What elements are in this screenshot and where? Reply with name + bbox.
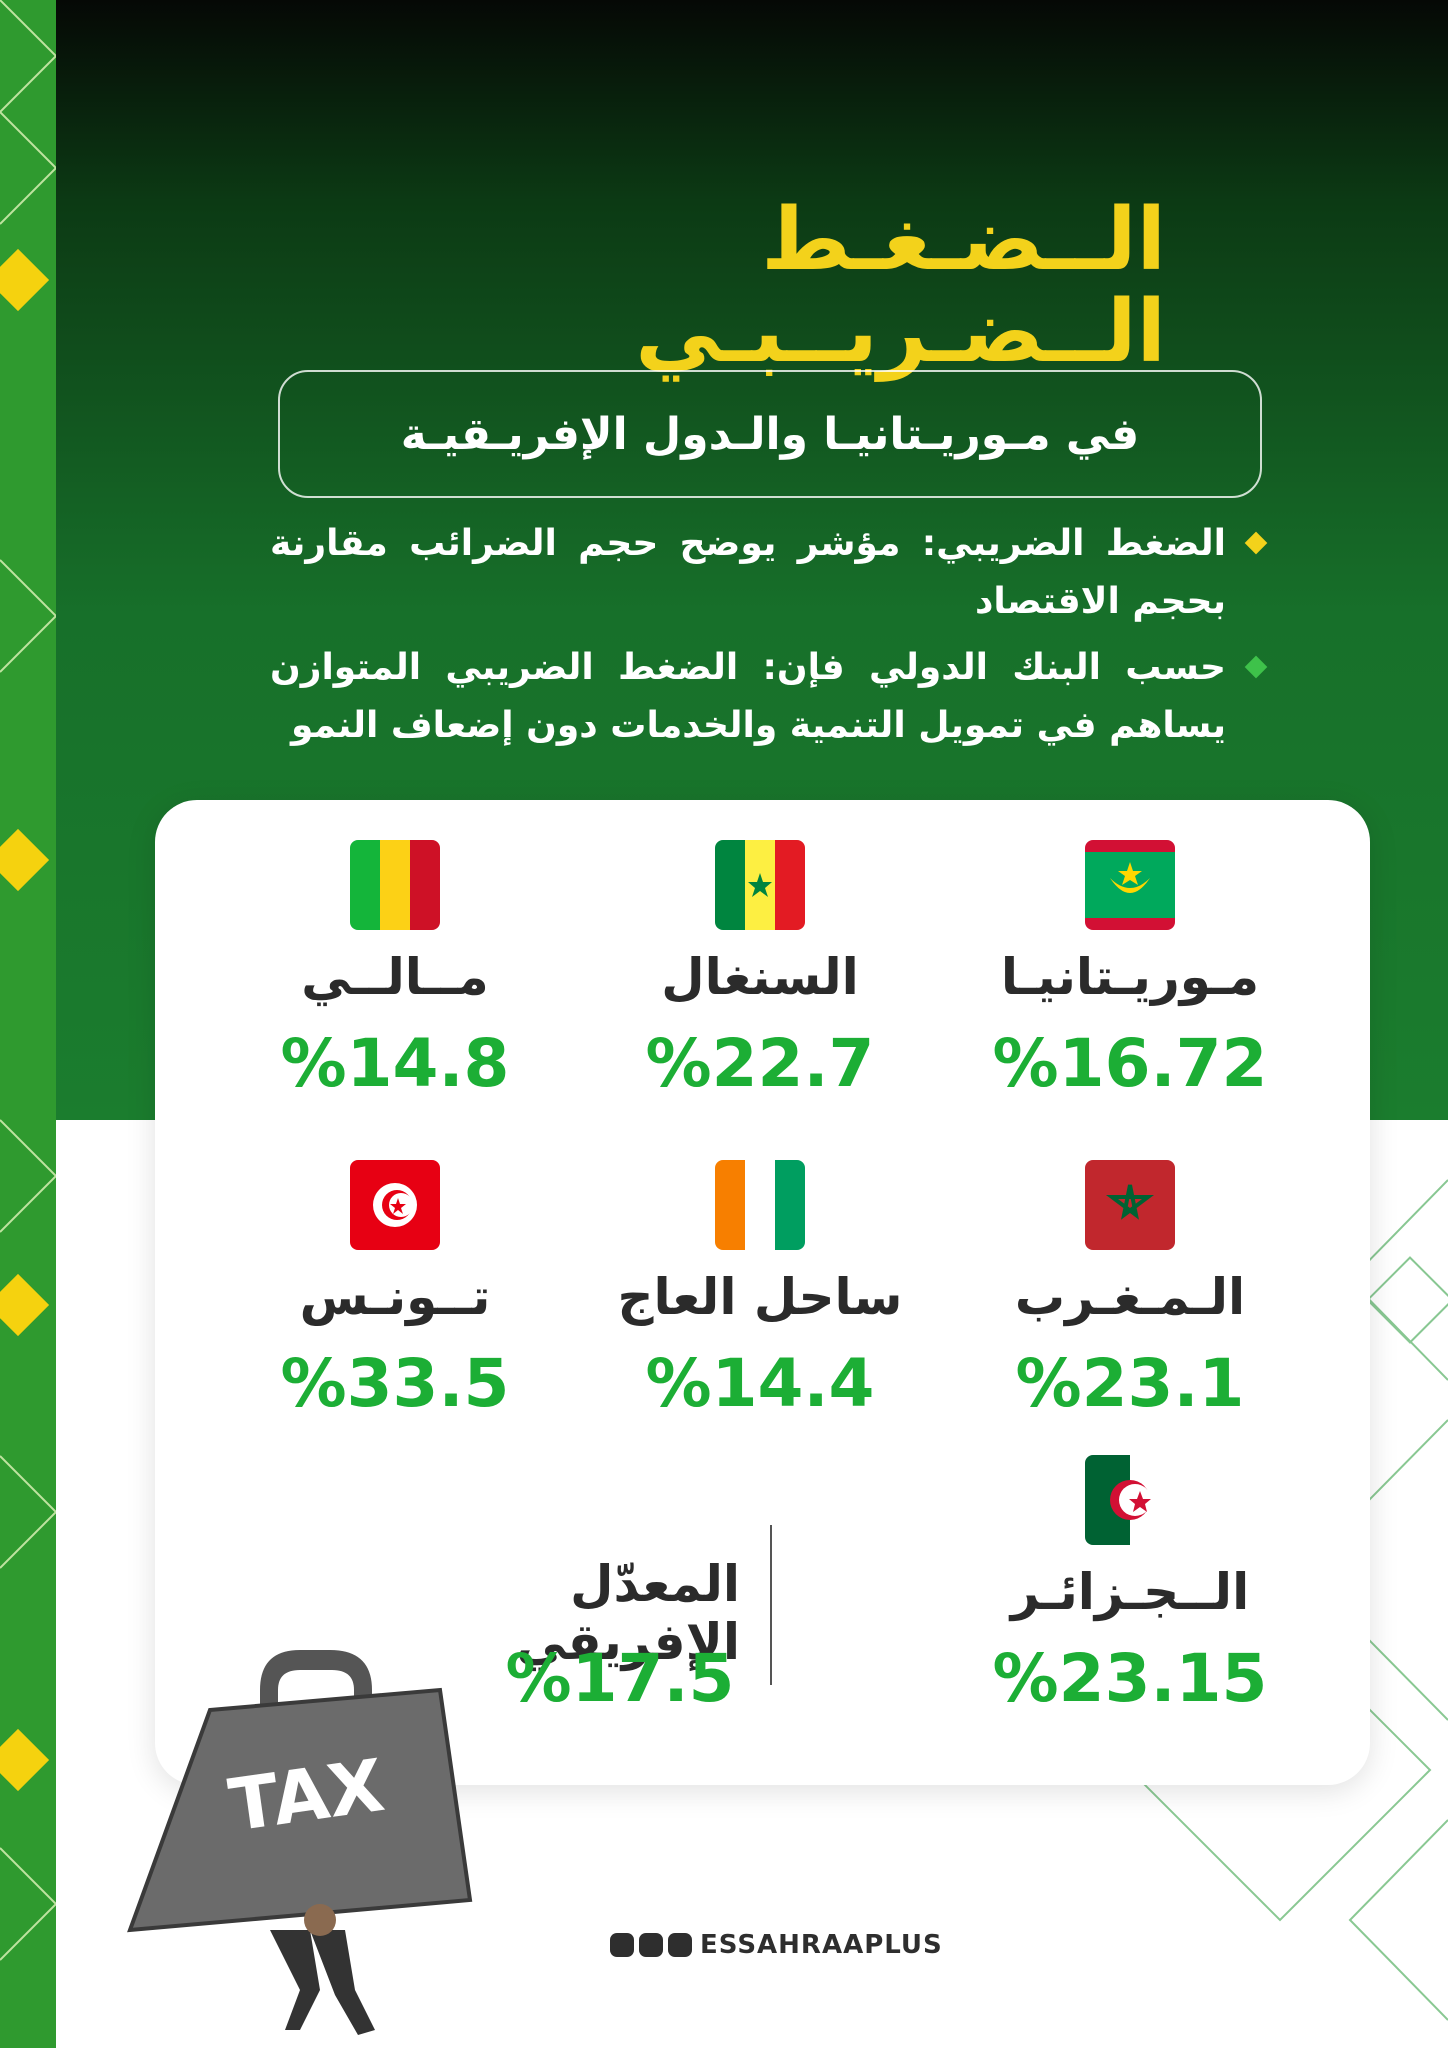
country-name: ساحل العاج	[617, 1268, 903, 1326]
bullet: الضغط الضريبي: مؤشر يوضح حجم الضرائب مقا…	[270, 515, 1270, 631]
stripe-pattern	[0, 0, 56, 1961]
country-name: السنغال	[661, 948, 859, 1006]
bullet: حسب البنك الدولي فإن: الضغط الضريبي المت…	[270, 639, 1270, 755]
country-rate: %23.15	[992, 1640, 1268, 1717]
country-name: تــونـس	[299, 1268, 491, 1326]
flag	[715, 840, 805, 930]
social-icons	[610, 1933, 692, 1957]
flag	[715, 1160, 805, 1250]
stats-card	[155, 800, 1370, 1785]
subtitle: في مـوريـتانيـا والـدول الإفريـقيـة	[278, 370, 1262, 498]
average-label: المعدّل الإفريقي	[516, 1555, 740, 1671]
flag	[1085, 1160, 1175, 1250]
country-rate: %14.8	[280, 1025, 510, 1102]
flag	[1085, 840, 1175, 930]
title-line: الــضـريــبـي	[635, 282, 1166, 382]
country-name: الـمـغـرب	[1014, 1268, 1246, 1326]
country-rate: %33.5	[280, 1345, 510, 1422]
country-name: الــجـزائـر	[1010, 1563, 1250, 1621]
country-name: مـوريـتانيـا	[1000, 948, 1260, 1006]
country-name: مــالــي	[301, 948, 489, 1006]
title-line: الــضـغـط	[761, 190, 1166, 290]
average-rate: %17.5	[505, 1640, 735, 1717]
divider	[770, 1525, 772, 1685]
footer: ESSAHRAAPLUS	[610, 1930, 943, 1960]
country-rate: %16.72	[992, 1025, 1268, 1102]
flag	[1085, 1455, 1175, 1545]
country-rate: %14.4	[645, 1345, 875, 1422]
flag	[350, 1160, 440, 1250]
country-rate: %23.1	[1015, 1345, 1245, 1422]
country-rate: %22.7	[645, 1025, 875, 1102]
footer-handle: ESSAHRAAPLUS	[700, 1930, 943, 1960]
side-stripe	[0, 0, 56, 2048]
bullet-list: الضغط الضريبي: مؤشر يوضح حجم الضرائب مقا…	[270, 515, 1270, 763]
flag	[350, 840, 440, 930]
tax-illustration: TAX	[127, 1650, 473, 2035]
